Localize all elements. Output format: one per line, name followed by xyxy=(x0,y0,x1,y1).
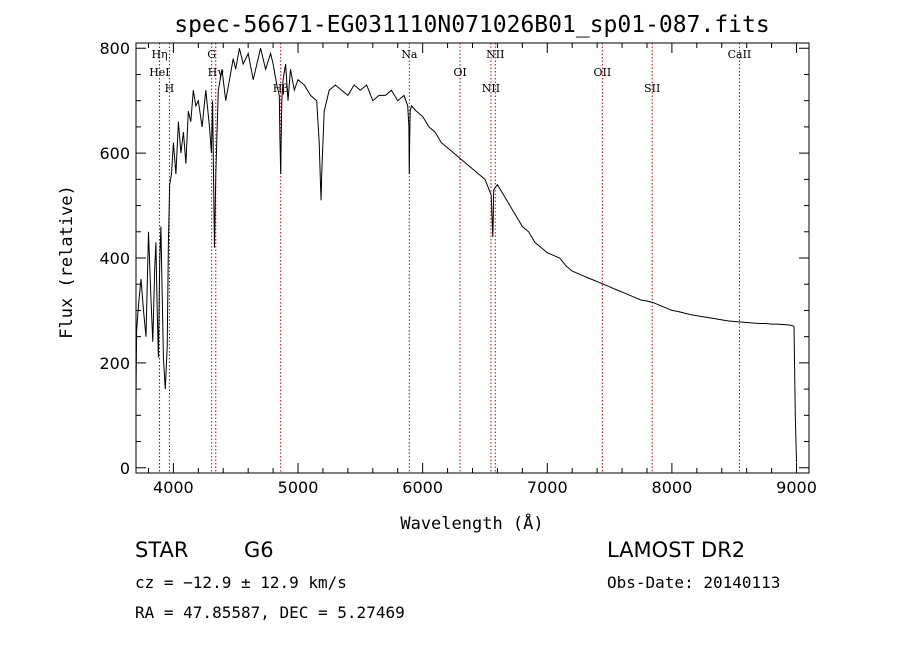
y-axis-label: Flux (relative) xyxy=(57,185,77,339)
line-label-1: HeI xyxy=(149,66,169,79)
x-tick-label-0: 4000 xyxy=(153,478,194,497)
y-tick-label-1: 200 xyxy=(99,354,130,373)
observation-date: Obs-Date: 20140113 xyxy=(607,573,781,592)
x-tick-label-5: 9000 xyxy=(776,478,817,497)
line-label-2: H xyxy=(165,82,175,95)
x-tick-label-3: 7000 xyxy=(527,478,568,497)
spectrum-line xyxy=(135,48,797,463)
line-label-10: OII xyxy=(594,66,612,79)
spectral-line-markers xyxy=(158,43,740,473)
survey-name: LAMOST DR2 xyxy=(607,538,746,562)
x-tick-label-2: 6000 xyxy=(402,478,443,497)
y-tick-label-0: 0 xyxy=(120,459,130,478)
spectral-line-labels: Hη HeI H G Hγ Hβ Na OI NII NII OII SII CaII xyxy=(149,48,751,95)
line-label-11: SII xyxy=(644,82,660,95)
x-axis-ticks: 4000 5000 6000 7000 8000 9000 xyxy=(147,43,817,497)
x-tick-label-4: 8000 xyxy=(652,478,693,497)
y-tick-label-2: 400 xyxy=(99,249,130,268)
coordinates: RA = 47.85587, DEC = 5.27469 xyxy=(135,603,405,622)
line-label-5: Hβ xyxy=(273,82,289,95)
x-axis-label: Wavelength (Å) xyxy=(400,512,543,534)
chart-title: spec-56671-EG031110N071026B01_sp01-087.f… xyxy=(174,12,769,38)
plot-frame xyxy=(135,42,810,474)
line-label-9: NII xyxy=(486,48,504,61)
y-axis-ticks: 0 200 400 600 800 xyxy=(99,39,809,478)
line-label-8: NII xyxy=(482,82,500,95)
line-label-7: OI xyxy=(453,66,466,79)
x-tick-label-1: 5000 xyxy=(278,478,319,497)
line-label-3: G xyxy=(207,48,216,61)
line-label-4: Hγ xyxy=(208,66,225,79)
line-label-0: Hη xyxy=(151,48,167,61)
line-label-6: Na xyxy=(401,48,418,61)
object-subclass: G6 xyxy=(244,538,274,562)
redshift-cz: cz = −12.9 ± 12.9 km/s xyxy=(135,573,347,592)
y-tick-label-4: 800 xyxy=(99,39,130,58)
object-class: STAR xyxy=(135,538,189,562)
y-tick-label-3: 600 xyxy=(99,144,130,163)
line-label-12: CaII xyxy=(728,48,752,61)
